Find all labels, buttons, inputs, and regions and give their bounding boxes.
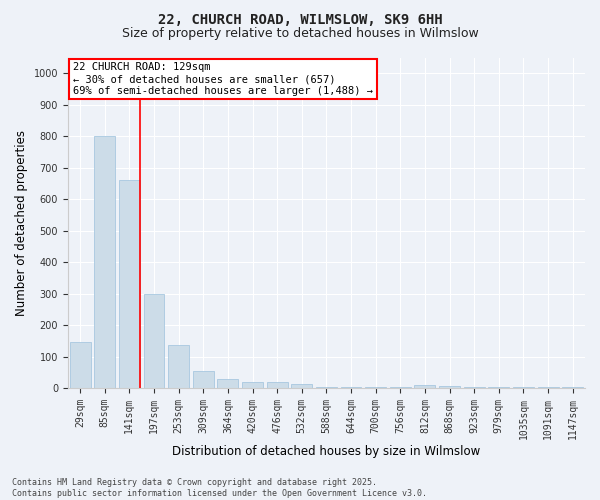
Bar [439,386,460,388]
Bar [266,382,287,388]
Bar [242,382,263,388]
Y-axis label: Number of detached properties: Number of detached properties [15,130,28,316]
Bar [119,180,140,388]
Text: Size of property relative to detached houses in Wilmslow: Size of property relative to detached ho… [122,28,478,40]
Bar [70,342,91,388]
Text: Contains HM Land Registry data © Crown copyright and database right 2025.
Contai: Contains HM Land Registry data © Crown c… [12,478,427,498]
Bar [168,345,189,388]
X-axis label: Distribution of detached houses by size in Wilmslow: Distribution of detached houses by size … [172,444,481,458]
Bar [415,386,436,388]
Bar [217,380,238,388]
Bar [513,387,534,388]
Text: 22 CHURCH ROAD: 129sqm
← 30% of detached houses are smaller (657)
69% of semi-de: 22 CHURCH ROAD: 129sqm ← 30% of detached… [73,62,373,96]
Text: 22, CHURCH ROAD, WILMSLOW, SK9 6HH: 22, CHURCH ROAD, WILMSLOW, SK9 6HH [158,12,442,26]
Bar [94,136,115,388]
Bar [291,384,312,388]
Bar [143,294,164,388]
Bar [193,371,214,388]
